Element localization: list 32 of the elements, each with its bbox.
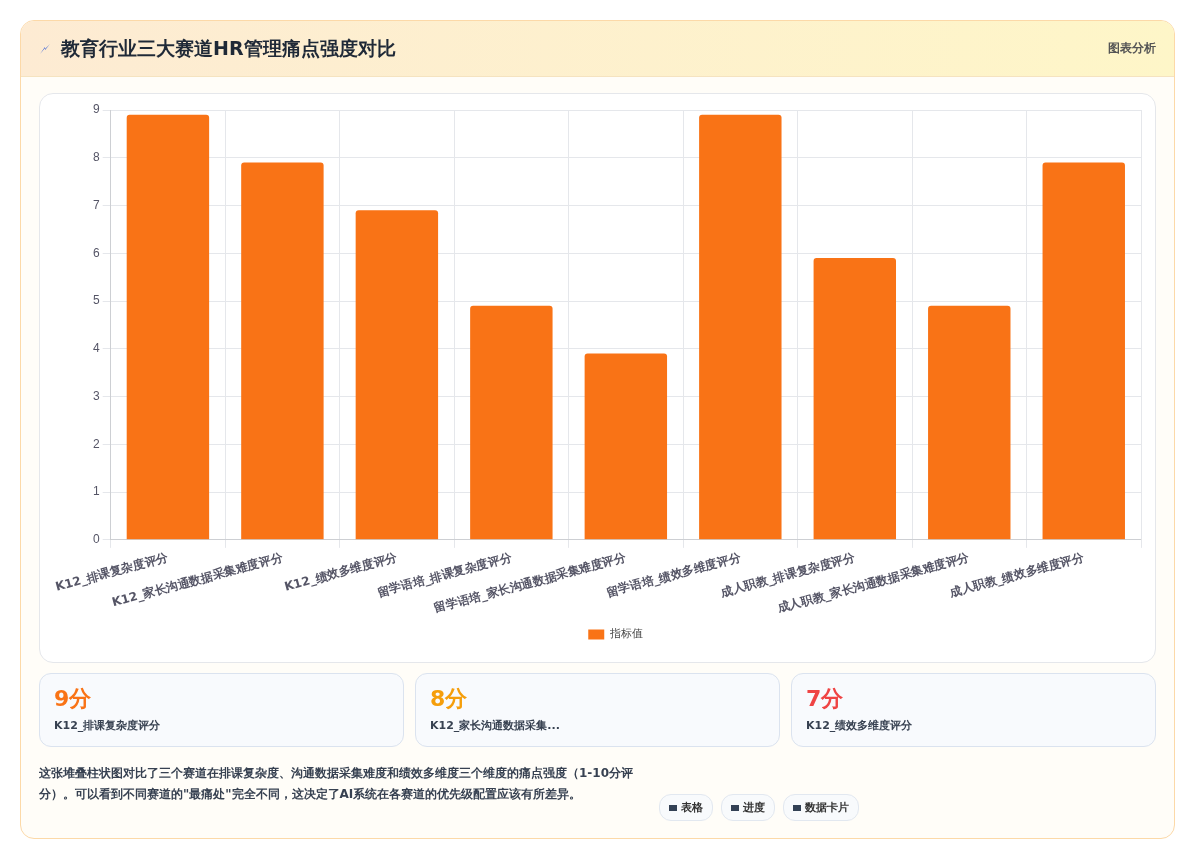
y-tick-label: 4 [92,341,100,356]
y-tick-label: 7 [92,197,100,212]
text: K12_排课复杂度评分 [54,718,162,733]
text: 7分 [806,685,845,713]
bar [355,210,439,540]
text: 这张堆叠柱状图对比了三个赛道在排课复杂度、沟通数据采集难度和绩效多维度三个维度的痛点强度（1-10分评分）。可以看到不同赛道的"最痛处"完全不同，这决定了AI系统在各赛道的优先级配置应该有所差异。 [39,765,635,803]
bar [1042,162,1125,540]
bar [813,258,897,540]
y-tick-label: 5 [92,293,100,308]
y-tick-label: 2 [92,436,100,451]
text: 表格 [681,800,703,815]
text: K12_家长沟通数据采集... [430,718,561,733]
y-tick-label: 9 [92,102,100,117]
text: 进度 [743,800,765,815]
y-tick-label: 0 [92,532,100,547]
y-tick-label: 8 [92,150,100,165]
bar [241,162,324,540]
chart-title: 教育行业三大赛道HR管理痛点强度对比 [61,35,396,61]
y-tick-label: 3 [92,388,100,403]
bar [699,114,782,540]
y-tick-label: 1 [92,484,100,499]
text: 8分 [430,685,469,713]
text: 9分 [54,685,93,713]
bar [126,114,210,540]
legend-label: 指标值 [608,627,643,641]
bar [584,353,668,540]
text: 数据卡片 [805,800,849,815]
bar [928,305,1011,540]
text: K12_绩效多维度评分 [806,718,914,733]
text: 图表分析 [1108,40,1156,57]
bar [470,305,553,540]
y-tick-label: 6 [92,245,100,260]
